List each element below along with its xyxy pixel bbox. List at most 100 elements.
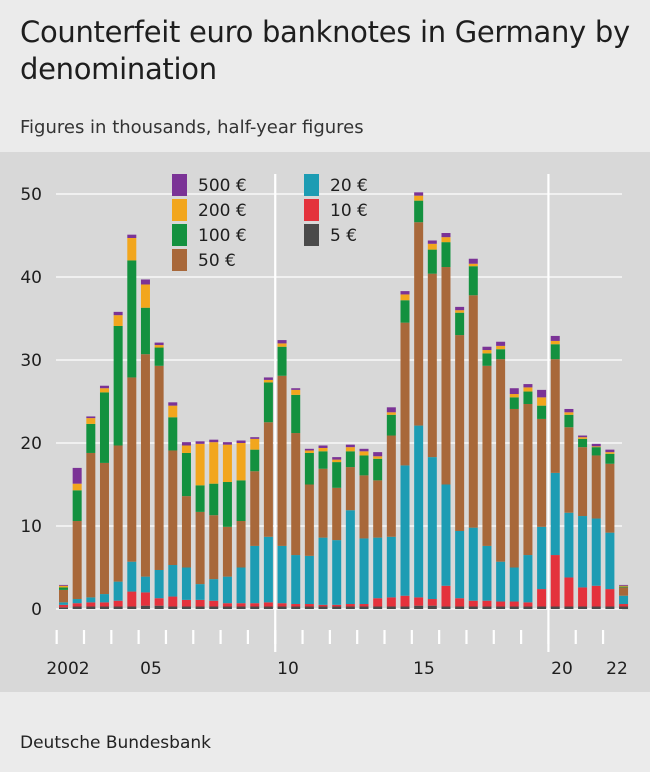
bar-segment: [537, 397, 547, 406]
bar-segment: [140, 354, 150, 577]
bar-segment: [509, 567, 519, 602]
bar-segment: [59, 589, 68, 603]
bar-segment: [181, 442, 191, 446]
bar-segment: [250, 545, 260, 604]
bar-segment: [414, 200, 424, 223]
bar-segment: [127, 237, 137, 261]
bar-segment: [537, 526, 547, 590]
bar-segment: [332, 606, 342, 609]
bar-segment: [140, 576, 150, 593]
legend-swatch: [172, 224, 187, 246]
bar-segment: [72, 599, 82, 604]
bar-segment: [537, 589, 547, 607]
bar-segment: [359, 538, 369, 605]
bar-segment: [509, 388, 519, 395]
bar-segment: [222, 526, 232, 577]
bar-segment: [168, 405, 178, 418]
bar-segment: [523, 387, 533, 392]
x-tick-label: 10: [277, 659, 299, 679]
bar-segment: [414, 597, 424, 606]
bar-segment: [564, 427, 574, 513]
bar-segment: [400, 322, 410, 466]
bar-segment: [441, 484, 451, 586]
bar-segment: [263, 602, 273, 607]
bar-segment: [441, 242, 451, 268]
x-tick-label: 2002: [46, 659, 89, 679]
bar-segment: [468, 600, 478, 607]
plot-area: 0 10 20 30 40 50 2002 05 10 15 20 22 500 € 200 € 100 €…: [0, 152, 650, 692]
bar-segment: [263, 382, 273, 423]
bar-segment: [619, 606, 629, 609]
bar-segment: [277, 375, 287, 546]
bar-segment: [550, 606, 560, 609]
bar-segment: [127, 561, 137, 592]
bar-segment: [427, 457, 437, 600]
bar-segment: [605, 589, 615, 607]
legend-swatch: [304, 174, 319, 196]
bar-segment: [455, 306, 465, 311]
bar-segment: [427, 599, 437, 606]
bar-segment: [195, 606, 205, 609]
bar-segment: [441, 267, 451, 485]
bar-segment: [127, 260, 137, 378]
bar-segment: [482, 545, 492, 601]
bar-segment: [386, 414, 396, 436]
bar-segment: [345, 451, 355, 468]
bar-segment: [332, 462, 342, 488]
y-tick-label: 10: [20, 517, 42, 537]
bar-segment: [564, 414, 574, 428]
bar-segment: [373, 452, 383, 457]
bar-segment: [127, 234, 137, 238]
bar-segment: [564, 408, 574, 413]
x-tick-label: 22: [606, 659, 628, 679]
bar-segment: [277, 545, 287, 604]
bar-segment: [113, 600, 123, 607]
bar-segment: [277, 346, 287, 376]
bar-segment: [250, 603, 260, 607]
bar-segment: [113, 445, 123, 582]
bar-segment: [427, 249, 437, 274]
bar-segment: [304, 606, 314, 609]
bar-segment: [154, 365, 164, 570]
bar-segment: [591, 518, 601, 586]
bar-segment: [154, 347, 164, 366]
bar-segment: [140, 592, 150, 606]
bar-segment: [564, 606, 574, 609]
legend-swatch: [304, 199, 319, 221]
bar-segment: [578, 606, 588, 609]
bar-segment: [263, 377, 273, 380]
bar-segment: [72, 606, 82, 609]
bar-segment: [523, 606, 533, 609]
bar-segment: [222, 442, 232, 445]
y-tick-label: 20: [20, 434, 42, 454]
bar-segment: [168, 565, 178, 597]
bar-segment: [263, 422, 273, 537]
bar-segment: [99, 462, 109, 595]
bar-segment: [99, 602, 109, 607]
bar-segment: [154, 345, 164, 348]
bar-segment: [86, 452, 96, 598]
y-tick-label: 50: [20, 185, 42, 205]
bar-segment: [537, 389, 547, 398]
bar-segment: [578, 516, 588, 588]
bar-segment: [414, 192, 424, 196]
bar-segment: [386, 412, 396, 415]
bar-segment: [99, 392, 109, 463]
bar-segment: [86, 597, 96, 603]
bar-segment: [400, 595, 410, 607]
bar-segment: [373, 458, 383, 481]
legend-label: 5 €: [330, 226, 357, 246]
bar-segment: [304, 484, 314, 556]
bar-segment: [441, 237, 451, 243]
bar-segment: [209, 442, 219, 484]
legend-label: 200 €: [198, 201, 247, 221]
bar-segment: [195, 584, 205, 600]
bar-segment: [209, 515, 219, 580]
bar-segment: [578, 447, 588, 517]
bar-segment: [291, 389, 301, 395]
bar-segment: [578, 587, 588, 607]
bar-segment: [496, 601, 506, 607]
bar-segment: [591, 447, 601, 456]
bar-segment: [195, 511, 205, 585]
bar-segment: [619, 587, 629, 596]
